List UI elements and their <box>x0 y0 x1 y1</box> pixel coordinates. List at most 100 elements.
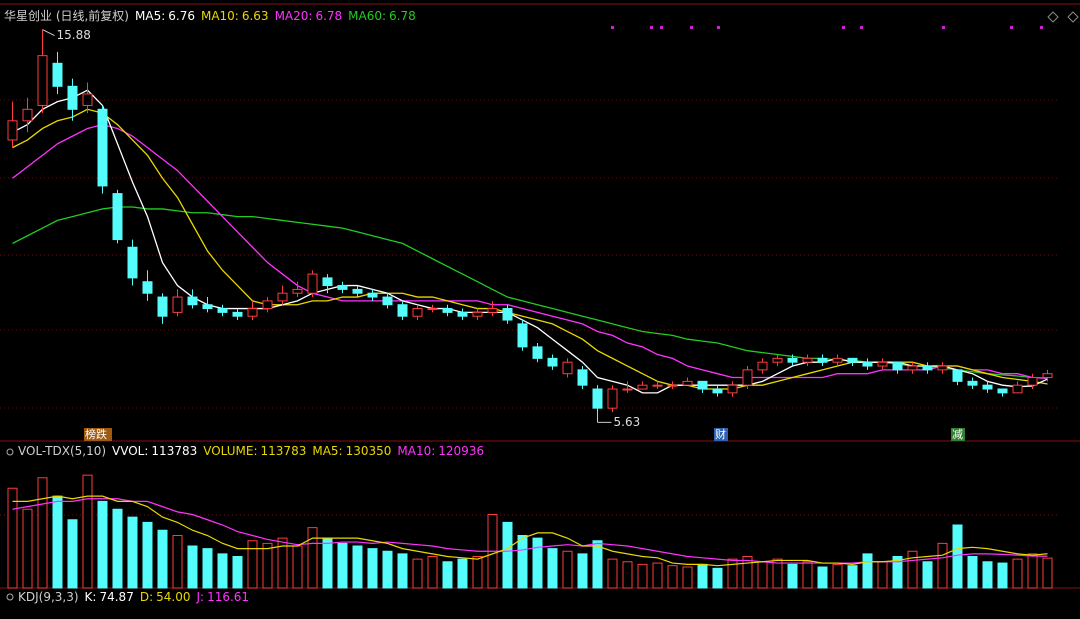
candle-body <box>622 388 633 391</box>
volume-bar <box>22 508 33 589</box>
indicator-value: 6.78 <box>389 8 416 23</box>
panel-title: 华星创业 (日线,前复权) <box>4 9 129 23</box>
volume-bar <box>382 550 393 589</box>
annotation-arrow <box>42 29 55 37</box>
volume-bar <box>862 553 873 589</box>
indicator-label: D: <box>139 590 154 604</box>
candle-body <box>427 308 438 311</box>
volume-bar <box>652 562 663 589</box>
volume-bar <box>157 529 168 589</box>
kdj-header: KDJ(9,3,3) K: 74.87 D: 54.00 J: 116.61 <box>18 590 249 604</box>
volume-bar <box>172 535 183 589</box>
indicator-label: MA5: <box>312 444 343 458</box>
event-badge <box>714 428 728 441</box>
candle-body <box>907 365 918 371</box>
indicator-value: 120936 <box>438 444 485 458</box>
indicator-value: 113783 <box>260 444 307 458</box>
volume-bar <box>967 556 978 589</box>
candle-body <box>562 361 573 375</box>
candle-body <box>127 246 138 279</box>
volume-bar <box>937 542 948 589</box>
candle-body <box>877 361 888 367</box>
volume-bar <box>67 519 78 589</box>
indicator: VOLUME: 113783 <box>203 444 306 458</box>
indicator: VVOL: 113783 <box>112 444 197 458</box>
candle-body <box>712 388 723 394</box>
indicator-label: MA20: <box>274 8 313 23</box>
window-icons <box>1047 11 1079 23</box>
candle-body <box>367 292 378 298</box>
candle-body <box>532 346 543 359</box>
indicator-value: 6.63 <box>241 8 269 23</box>
candle-body <box>637 384 648 390</box>
volume-bar <box>562 550 573 589</box>
candle-body <box>772 357 783 363</box>
volume-bar <box>457 558 468 589</box>
candle-body <box>757 361 768 371</box>
volume-bar <box>202 548 213 589</box>
volume-bar <box>277 537 288 589</box>
indicator-value: 54.00 <box>156 590 191 604</box>
volume-bar <box>757 561 768 589</box>
indicator: J: 116.61 <box>196 590 249 604</box>
indicator-label: MA10: <box>200 8 239 23</box>
candle-body <box>112 193 123 241</box>
ma-line <box>12 206 1048 379</box>
ma-line <box>12 123 1048 379</box>
candle-body <box>802 357 813 363</box>
candle-body <box>922 365 933 371</box>
indicator-value: 6.76 <box>168 8 195 23</box>
volume-bar <box>637 563 648 589</box>
candle-body <box>7 120 18 141</box>
candle-body <box>187 296 198 306</box>
candle-body <box>592 388 603 409</box>
volume-bar <box>502 521 513 589</box>
volume-bar <box>577 553 588 589</box>
volume-bar <box>262 542 273 589</box>
candle-body <box>697 380 708 390</box>
marker-dots <box>611 26 1043 29</box>
candle-body <box>202 304 213 310</box>
candle-body <box>1042 373 1053 379</box>
candle-body <box>442 308 453 313</box>
volume-bar <box>232 556 243 589</box>
volume-bar <box>442 561 453 589</box>
event-badge <box>84 428 112 441</box>
candle-body <box>817 357 828 363</box>
volume-bar <box>322 537 333 589</box>
volume-bar <box>877 561 888 589</box>
price-header: 华星创业 (日线,前复权) MA5: 6.76 MA10: 6.63 MA20: 6.78 M… <box>4 7 416 24</box>
indicator: MA10: 120936 <box>397 444 484 458</box>
volume-bar <box>517 535 528 589</box>
candle-body <box>97 108 108 187</box>
volume-bar <box>307 527 318 589</box>
candle-body <box>517 323 528 348</box>
candle-body <box>487 308 498 313</box>
candle-body <box>307 273 318 294</box>
volume-bar <box>37 477 48 589</box>
candle-body <box>832 357 843 363</box>
event-badge <box>951 428 965 441</box>
candle-body <box>502 308 513 321</box>
candle-body <box>232 311 243 317</box>
panel-title: KDJ(9,3,3) <box>18 590 79 604</box>
ma-line <box>12 108 1048 390</box>
candle-body <box>967 380 978 386</box>
candle-body <box>547 357 558 367</box>
volume-bar <box>1042 557 1053 589</box>
volume-bar <box>697 563 708 589</box>
candle-body <box>1012 384 1023 394</box>
volume-ma-line <box>12 498 1048 564</box>
indicator-label: VVOL: <box>112 444 149 458</box>
volume-bar <box>112 508 123 589</box>
candle-body <box>277 292 288 302</box>
candle-body <box>52 62 63 87</box>
candle-body <box>412 308 423 317</box>
volume-bar <box>847 565 858 589</box>
indicator-value: 6.78 <box>315 8 343 23</box>
volume-bar <box>187 545 198 589</box>
indicator-value: 113783 <box>151 444 198 458</box>
indicator-value: 116.61 <box>207 590 250 604</box>
candle-body <box>787 357 798 363</box>
